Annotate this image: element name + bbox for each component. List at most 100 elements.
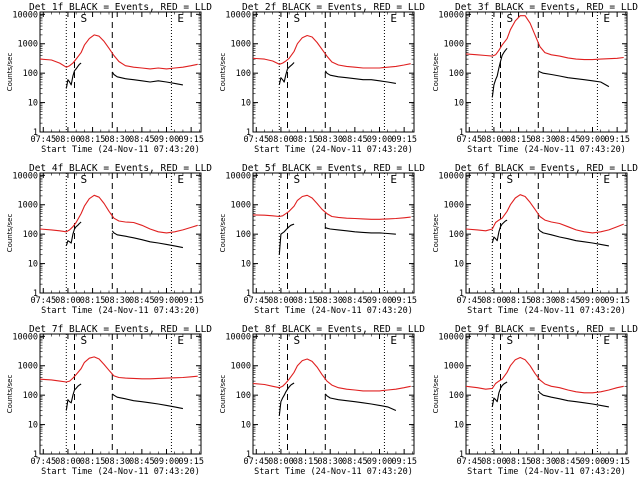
- x-tick-label: 08:15: [80, 296, 106, 306]
- y-tick-label: 1000: [231, 201, 251, 211]
- y-tick-label: 10000: [12, 10, 38, 20]
- events-series-line: [111, 393, 184, 410]
- end-marker-label: E: [603, 173, 610, 186]
- plot-frame: [465, 172, 628, 294]
- panel-title: Det 7f BLACK = Events, RED = LLD: [29, 324, 212, 335]
- start-marker-label: S: [507, 12, 514, 25]
- x-tick-label: 08:00: [55, 296, 81, 306]
- panel-title: Det 6f BLACK = Events, RED = LLD: [455, 163, 638, 174]
- x-tick-label: 07:45: [456, 457, 482, 467]
- detector-panel-2: Det 2f BLACK = Events, RED = LLD 1 10 100 10…: [219, 2, 425, 155]
- events-series-line: [111, 230, 184, 249]
- start-marker-label: S: [294, 334, 301, 347]
- y-tick-label: 1: [246, 289, 251, 299]
- x-tick-label: 08:30: [530, 457, 556, 467]
- y-tick-label: 10: [28, 99, 38, 109]
- lld-series-line: [39, 34, 198, 70]
- y-axis-label: Counts/sec: [432, 53, 440, 92]
- x-tick-label: 08:00: [268, 457, 294, 467]
- x-tick-label: 08:45: [129, 296, 155, 306]
- y-tick-label: 100: [236, 69, 251, 79]
- events-series-line: [278, 62, 295, 86]
- x-tick-label: 09:15: [178, 457, 204, 467]
- x-tick-label: 07:45: [243, 457, 269, 467]
- detector-panel-5: Det 5f BLACK = Events, RED = LLD 1 10 100 10…: [219, 163, 425, 316]
- x-tick-label: 07:45: [243, 135, 269, 145]
- x-tick-label: 08:15: [293, 296, 319, 306]
- x-tick-label: 08:15: [506, 296, 532, 306]
- y-tick-label: 100: [449, 69, 464, 79]
- x-tick-label: 07:45: [456, 296, 482, 306]
- y-tick-label: 1: [33, 289, 38, 299]
- y-tick-label: 1: [246, 450, 251, 460]
- detector-panel-7: Det 7f BLACK = Events, RED = LLD 1 10 100 10…: [6, 324, 212, 477]
- detector-panel-1: Det 1f BLACK = Events, RED = LLD 1 10 100 10…: [6, 2, 212, 155]
- plot-frame: [252, 333, 415, 455]
- y-tick-label: 1000: [18, 40, 38, 50]
- y-axis-label: Counts/sec: [6, 214, 14, 253]
- end-marker-label: E: [177, 334, 184, 347]
- x-tick-label: 09:00: [580, 135, 606, 145]
- start-marker-label: S: [81, 173, 88, 186]
- x-tick-label: 08:45: [342, 457, 368, 467]
- x-axis-label: Start Time (24-Nov-11 07:43:20): [41, 145, 200, 155]
- x-axis-label: Start Time (24-Nov-11 07:43:20): [254, 467, 413, 477]
- x-tick-label: 08:45: [129, 457, 155, 467]
- x-tick-label: 08:45: [555, 135, 581, 145]
- x-axis-label: Start Time (24-Nov-11 07:43:20): [467, 145, 626, 155]
- x-tick-label: 09:00: [154, 296, 180, 306]
- plot-frame: [465, 333, 628, 455]
- detector-panel-4: Det 4f BLACK = Events, RED = LLD 1 10 100 10…: [6, 163, 212, 316]
- y-tick-label: 100: [23, 230, 38, 240]
- x-tick-label: 08:45: [342, 135, 368, 145]
- y-tick-label: 10: [241, 260, 251, 270]
- detector-panel-9: Det 9f BLACK = Events, RED = LLD 1 10 100 10…: [432, 324, 638, 477]
- x-tick-label: 09:15: [391, 296, 417, 306]
- lld-series-line: [465, 194, 624, 234]
- x-tick-label: 08:00: [481, 135, 507, 145]
- x-tick-label: 09:00: [367, 457, 393, 467]
- x-tick-label: 08:15: [80, 135, 106, 145]
- y-tick-label: 1000: [18, 362, 38, 372]
- y-tick-label: 10000: [438, 171, 464, 181]
- lld-series-line: [252, 358, 411, 392]
- x-tick-label: 08:15: [506, 457, 532, 467]
- y-tick-label: 100: [23, 69, 38, 79]
- x-tick-label: 07:45: [30, 296, 56, 306]
- x-tick-label: 09:00: [154, 135, 180, 145]
- events-series-line: [324, 70, 396, 84]
- events-series-line: [537, 70, 610, 88]
- y-axis-label: Counts/sec: [219, 375, 227, 414]
- x-tick-label: 07:45: [243, 296, 269, 306]
- y-tick-label: 1: [459, 128, 464, 138]
- lld-series-line: [465, 15, 624, 61]
- events-series-line: [491, 381, 508, 407]
- y-tick-label: 100: [236, 230, 251, 240]
- y-axis-label: Counts/sec: [219, 214, 227, 253]
- panel-title: Det 5f BLACK = Events, RED = LLD: [242, 163, 425, 174]
- y-tick-label: 1: [246, 128, 251, 138]
- x-tick-label: 08:00: [481, 457, 507, 467]
- x-tick-label: 09:15: [604, 296, 630, 306]
- x-tick-label: 09:15: [178, 296, 204, 306]
- y-tick-label: 10: [454, 421, 464, 431]
- panel-title: Det 8f BLACK = Events, RED = LLD: [242, 324, 425, 335]
- y-axis-label: Counts/sec: [219, 53, 227, 92]
- events-series-line: [537, 390, 609, 408]
- end-marker-label: E: [603, 334, 610, 347]
- x-tick-label: 08:00: [268, 135, 294, 145]
- y-tick-label: 10: [28, 421, 38, 431]
- x-tick-label: 09:00: [367, 296, 393, 306]
- y-axis-label: Counts/sec: [6, 375, 14, 414]
- panel-title: Det 4f BLACK = Events, RED = LLD: [29, 163, 212, 174]
- panel-title: Det 9f BLACK = Events, RED = LLD: [455, 324, 638, 335]
- end-marker-label: E: [390, 334, 397, 347]
- y-tick-label: 1000: [444, 201, 464, 211]
- x-axis-label: Start Time (24-Nov-11 07:43:20): [254, 145, 413, 155]
- x-tick-label: 08:00: [481, 296, 507, 306]
- y-tick-label: 1: [33, 450, 38, 460]
- y-tick-label: 1000: [18, 201, 38, 211]
- detector-panel-3: Det 3f BLACK = Events, RED = LLD 1 10 100 10…: [432, 2, 638, 155]
- events-series-line: [325, 226, 396, 235]
- y-tick-label: 10000: [438, 332, 464, 342]
